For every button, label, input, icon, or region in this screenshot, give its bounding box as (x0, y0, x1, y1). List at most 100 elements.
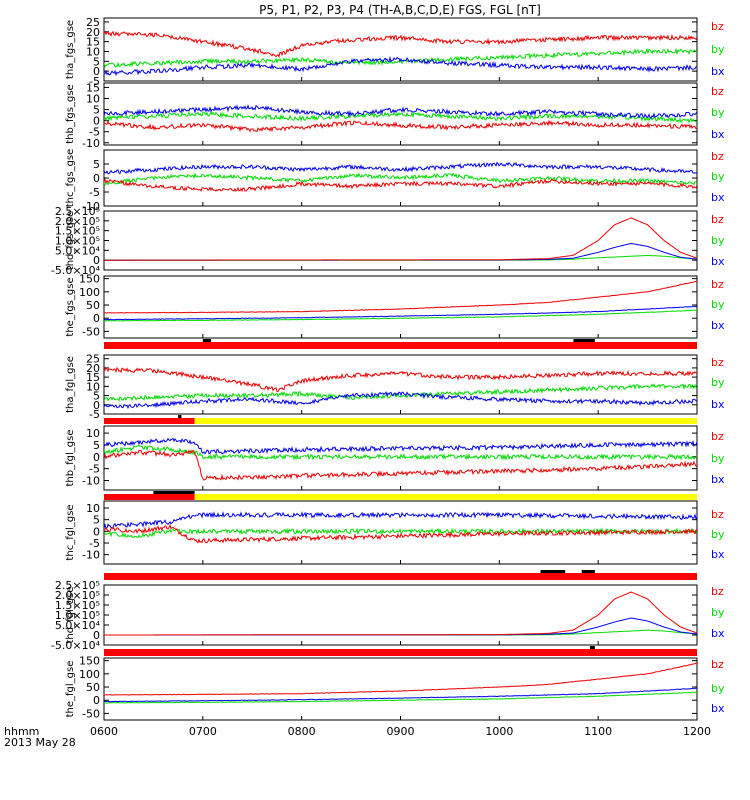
time-axis-row-label: hhmm (4, 725, 39, 738)
y-tick-label: 10 (86, 93, 100, 106)
series-line-bz (104, 280, 697, 314)
status-mark (589, 646, 595, 649)
status-segment-red (104, 342, 697, 349)
status-bar (104, 415, 697, 424)
series-line-bx (104, 391, 697, 410)
panel-frame (103, 584, 698, 646)
series-line-bz (104, 119, 697, 133)
y-tick-label: 100 (79, 668, 100, 681)
y-tick-label: 0 (93, 629, 100, 642)
y-axis-label: tha_fgl_gse (65, 356, 76, 413)
series-line-bz (104, 30, 697, 59)
legend-bz: bz (711, 150, 724, 163)
y-axis-label: thc_fgl_gse (65, 504, 76, 560)
series-line-bz (104, 449, 697, 481)
legend-bz: bz (711, 508, 724, 521)
y-tick-label: 0 (93, 254, 100, 267)
y-tick-label: 15 (86, 36, 100, 49)
y-tick-label: 0 (93, 115, 100, 128)
legend-by: by (711, 234, 725, 247)
legend-by: by (711, 298, 725, 311)
series-line-by (104, 691, 697, 704)
legend-bx: bx (711, 65, 725, 78)
status-segment-red (104, 573, 697, 580)
x-tick-label: 0700 (189, 725, 217, 738)
y-tick-label: 10 (86, 380, 100, 393)
series-line-bx (104, 687, 697, 703)
series-line-bx (104, 55, 697, 77)
y-tick-label: 25 (86, 16, 100, 29)
series-line-bz (104, 591, 697, 636)
status-segment-red (104, 649, 697, 656)
y-tick-label: 1.5×10⁵ (55, 599, 100, 612)
y-tick-label: -10 (82, 475, 100, 488)
legend-by: by (711, 452, 725, 465)
time-axis-date: 2013 May 28 (4, 736, 76, 749)
y-tick-label: 0 (93, 65, 100, 78)
y-axis-label: thc_fgs_gse (65, 149, 76, 208)
y-tick-label: 5.0×10⁴ (55, 619, 101, 632)
y-tick-label: 10 (86, 427, 100, 440)
y-tick-label: 1.5×10⁵ (55, 225, 100, 238)
y-tick-label: 5 (93, 390, 100, 403)
series-line-bz (104, 662, 697, 696)
legend-bx: bx (711, 128, 725, 141)
series-line-bz (104, 366, 697, 393)
y-tick-label: 2.0×10⁵ (55, 589, 100, 602)
y-tick-label: 15 (86, 371, 100, 384)
y-tick-label: -5 (89, 463, 100, 476)
y-tick-label: 0 (93, 525, 100, 538)
y-tick-label: 5 (93, 514, 100, 527)
series-line-by (104, 172, 697, 186)
y-tick-label: 5 (93, 55, 100, 68)
legend-bz: bz (711, 356, 724, 369)
panel-frame (103, 275, 698, 339)
series-line-bx (104, 305, 697, 321)
y-tick-label: 5 (93, 439, 100, 452)
panel-frame (103, 17, 698, 82)
status-mark (153, 491, 195, 494)
x-tick-label: 1100 (584, 725, 612, 738)
y-tick-label: 20 (86, 26, 100, 39)
y-tick-label: -5 (89, 75, 100, 88)
legend-bz: bz (711, 585, 724, 598)
y-tick-label: -10 (82, 549, 100, 562)
status-mark (202, 339, 212, 342)
y-axis-label: tha_fgs_gse (65, 20, 76, 79)
status-mark (573, 339, 595, 342)
status-segment-red (104, 418, 195, 424)
panel-frame (103, 210, 698, 271)
legend-by: by (711, 682, 725, 695)
series-line-bz (104, 177, 697, 193)
series-line-bx (104, 437, 697, 455)
y-tick-label: 50 (86, 681, 100, 694)
x-tick-label: 1000 (485, 725, 513, 738)
y-tick-label: 1.0×10⁵ (55, 609, 100, 622)
legend-bx: bx (711, 702, 725, 715)
y-tick-label: -5 (89, 186, 100, 199)
y-tick-label: -5.0×10⁴ (51, 639, 101, 652)
legend-by: by (711, 376, 725, 389)
series-line-bx (104, 161, 697, 175)
status-bar (104, 339, 697, 349)
legend-bz: bz (711, 85, 724, 98)
legend-bz: bz (711, 278, 724, 291)
status-bar (104, 491, 697, 500)
legend-bx: bx (711, 191, 725, 204)
legend-bx: bx (711, 473, 725, 486)
status-mark (178, 415, 182, 418)
series-line-by (104, 309, 697, 322)
legend-bx: bx (711, 319, 725, 332)
panel-thc-fgs-gse: 50-5-10 thc_fgs_gse bz by bx (65, 149, 725, 213)
y-tick-label: 2.5×10⁵ (55, 205, 100, 218)
y-tick-label: 2.5×10⁵ (55, 579, 100, 592)
y-tick-label: 50 (86, 299, 100, 312)
y-tick-label: -5 (89, 126, 100, 139)
y-tick-label: 5 (93, 158, 100, 171)
y-tick-label: 20 (86, 362, 100, 375)
